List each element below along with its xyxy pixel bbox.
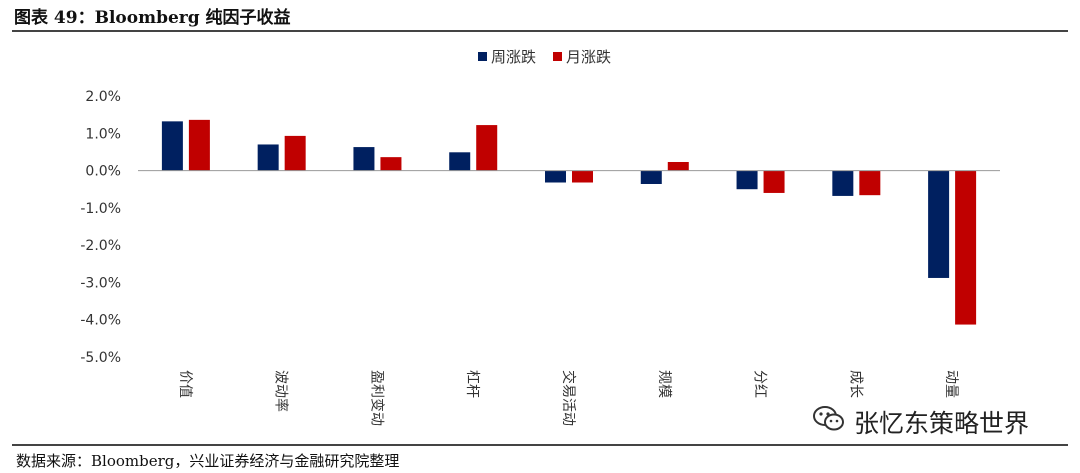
legend-swatch: [553, 52, 562, 61]
figure-title: 图表 49：Bloomberg 纯因子收益: [14, 8, 291, 28]
x-tick-label: 盈利变动: [368, 370, 384, 426]
legend-swatch: [478, 52, 487, 61]
bar-chart: 周涨跌 月涨跌 2.0% 1.0% 0.0% -1.0% -2.0% -3.0% -4.0% -…: [80, 48, 1000, 426]
x-tick-label: 交易活动: [560, 370, 577, 426]
bar-monthly: [380, 157, 402, 171]
y-tick-label: -1.0%: [80, 201, 121, 217]
bar-monthly: [859, 170, 881, 196]
y-tick-label: -3.0%: [80, 275, 121, 291]
bar-monthly: [188, 119, 210, 171]
y-tick-label: -2.0%: [80, 238, 121, 254]
x-tick-label: 价值: [177, 370, 193, 398]
bar-monthly: [955, 170, 977, 325]
watermark-text: 张忆东策略世界: [854, 409, 1030, 438]
top-rule: [12, 30, 1068, 32]
y-tick-label: -5.0%: [80, 350, 121, 366]
bar-weekly: [257, 144, 279, 171]
wechat-icon: [812, 405, 846, 439]
bar-monthly: [284, 135, 306, 171]
chart-legend: 周涨跌 月涨跌: [478, 48, 611, 66]
bar-monthly: [572, 170, 593, 183]
figure-source: 数据来源：Bloomberg，兴业证券经济与金融研究院整理: [16, 452, 400, 470]
x-tick-label: 波动率: [273, 370, 290, 412]
bar-monthly: [667, 161, 689, 171]
x-tick-label: 分红: [752, 370, 768, 398]
y-tick-label: -4.0%: [80, 313, 121, 329]
y-tick-label: 0.0%: [85, 164, 121, 180]
x-tick-label: 规模: [656, 370, 672, 398]
y-tick-label: 1.0%: [85, 126, 121, 142]
legend-label: 周涨跌: [491, 48, 536, 66]
bar-weekly: [928, 170, 950, 278]
x-tick-label: 杠杆: [464, 370, 480, 398]
bar-weekly: [353, 147, 375, 171]
bar-weekly: [449, 152, 471, 171]
bar-weekly: [161, 121, 183, 171]
bar-monthly: [476, 125, 498, 171]
watermark: 张忆东策略世界: [812, 404, 1029, 440]
bar-weekly: [545, 170, 566, 183]
y-tick-label: 2.0%: [85, 89, 121, 105]
bottom-rule: [12, 444, 1068, 446]
legend-label: 月涨跌: [566, 48, 611, 66]
bar-weekly: [736, 170, 758, 190]
bars: [161, 119, 977, 325]
bar-weekly: [832, 170, 854, 196]
x-axis: 价值 波动率 盈利变动 杠杆 交易活动 规模 分红 成长 动量: [138, 170, 1000, 426]
y-axis: 2.0% 1.0% 0.0% -1.0% -2.0% -3.0% -4.0% -5.0%: [80, 89, 121, 366]
bar-weekly: [640, 170, 662, 184]
x-tick-label: 动量: [943, 370, 959, 398]
x-tick-label: 成长: [847, 370, 863, 398]
bar-monthly: [763, 170, 785, 193]
